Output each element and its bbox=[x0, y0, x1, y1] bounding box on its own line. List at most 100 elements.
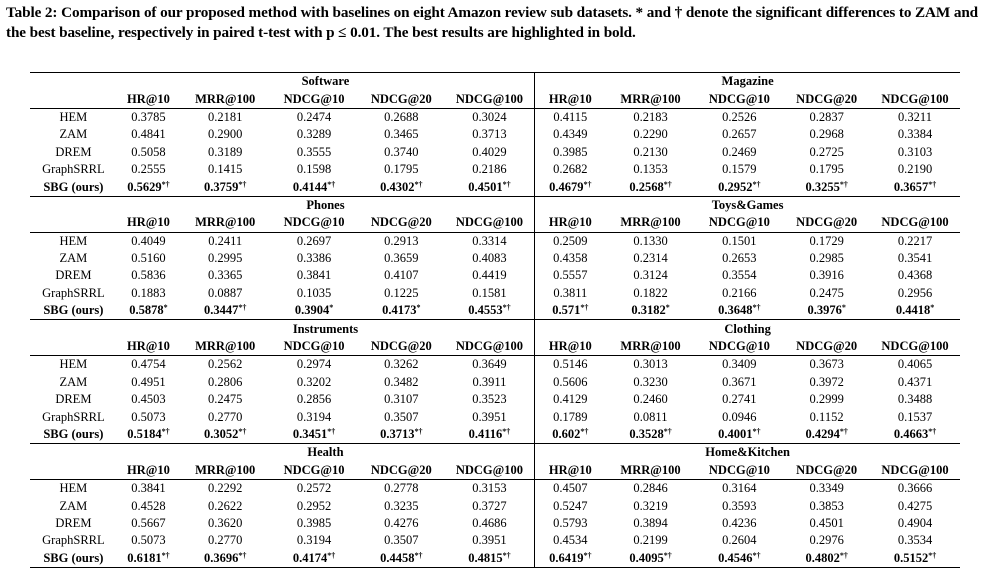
metric-value: 0.3024 bbox=[445, 108, 535, 126]
metric-value: 0.4302*† bbox=[358, 178, 445, 196]
significance-mark: *† bbox=[580, 427, 589, 436]
significance-mark: *† bbox=[752, 179, 761, 189]
value-text: 0.4503 bbox=[131, 392, 166, 407]
value-text: 0.602 bbox=[552, 427, 581, 441]
metric-header: NDCG@10 bbox=[270, 461, 358, 480]
value-text: 0.4553 bbox=[468, 303, 503, 318]
significance-mark: *† bbox=[414, 427, 423, 436]
table-row: HEM 0.3785 0.2181 0.2474 0.2688 0.3024 0.4115 0… bbox=[30, 108, 960, 127]
metric-value: 0.1353 bbox=[606, 161, 696, 178]
metric-value: 0.1579 bbox=[695, 161, 783, 178]
significance-mark: * bbox=[416, 303, 421, 313]
metric-value: 0.3740 bbox=[358, 144, 445, 161]
value-text: 0.3488 bbox=[897, 392, 933, 407]
value-text: 0.5073 bbox=[131, 409, 166, 424]
metric-header: NDCG@10 bbox=[270, 90, 358, 109]
metric-value: 0.1330 bbox=[606, 232, 696, 250]
value-text: 0.3894 bbox=[633, 515, 668, 530]
metric-value: 0.4358 bbox=[534, 249, 606, 268]
value-text: 0.2952 bbox=[296, 498, 332, 513]
metric-value: 0.4501 bbox=[783, 515, 870, 532]
significance-mark: *† bbox=[839, 427, 848, 436]
metric-value: 0.5058 bbox=[117, 144, 180, 161]
value-text: 0.3951 bbox=[472, 533, 507, 548]
metric-value: 0.4503 bbox=[117, 391, 180, 408]
metric-value: 0.4534 bbox=[534, 532, 606, 550]
table-row: SBG (ours) 0.5629*† 0.3759*† 0.4144*† 0.4302… bbox=[30, 178, 960, 197]
metric-value: 0.0946 bbox=[695, 408, 783, 425]
metric-header: NDCG@10 bbox=[695, 214, 784, 233]
value-text: 0.3841 bbox=[296, 268, 332, 283]
metric-value: 0.1795 bbox=[783, 161, 870, 178]
metric-value: 0.2995 bbox=[180, 250, 270, 267]
metric-header: HR@10 bbox=[534, 90, 606, 109]
value-text: 0.5160 bbox=[131, 251, 166, 266]
value-text: 0.3534 bbox=[897, 533, 933, 548]
metric-value: 0.2657 bbox=[695, 126, 783, 143]
metric-value: 0.2475 bbox=[783, 285, 870, 302]
value-text: 0.4174 bbox=[292, 550, 328, 565]
value-text: 0.2290 bbox=[633, 127, 668, 142]
value-text: 0.4507 bbox=[553, 481, 588, 496]
value-text: 0.5146 bbox=[553, 357, 588, 372]
value-text: 0.3189 bbox=[207, 144, 243, 159]
value-text: 0.2900 bbox=[207, 127, 243, 142]
metric-value: 0.4419 bbox=[445, 267, 535, 284]
value-text: 0.2190 bbox=[897, 162, 933, 177]
method-name: HEM bbox=[59, 481, 88, 496]
metric-value: 0.4065 bbox=[870, 356, 960, 374]
value-text: 0.3194 bbox=[296, 533, 332, 548]
significance-mark: *† bbox=[502, 427, 511, 436]
metric-value: 0.3289 bbox=[270, 126, 358, 143]
value-text: 0.2985 bbox=[809, 251, 844, 266]
table-row: ZAM 0.4951 0.2806 0.3202 0.3482 0.3911 0.5606 0… bbox=[30, 373, 960, 392]
value-text: 0.4841 bbox=[131, 127, 166, 142]
metric-value: 0.4107 bbox=[358, 267, 445, 284]
metric-value: 0.5160 bbox=[117, 250, 180, 267]
empty-cell bbox=[30, 337, 117, 357]
value-text: 0.2995 bbox=[207, 251, 243, 266]
metric-value: 0.3182* bbox=[606, 302, 696, 320]
value-text: 0.3593 bbox=[722, 498, 757, 513]
metric-value: 0.2166 bbox=[695, 285, 783, 302]
metric-value: 0.5606 bbox=[534, 373, 606, 392]
method-name: SBG (ours) bbox=[43, 427, 104, 441]
metric-value: 0.2999 bbox=[783, 391, 870, 408]
value-text: 0.4049 bbox=[131, 233, 166, 248]
metric-value: 0.3671 bbox=[695, 374, 783, 391]
value-text: 0.2697 bbox=[296, 233, 332, 248]
metric-value: 0.6419*† bbox=[534, 549, 606, 568]
metric-value: 0.3534 bbox=[870, 532, 960, 549]
metric-value: 0.4815*† bbox=[444, 549, 535, 568]
empty-cell bbox=[30, 195, 117, 215]
value-text: 0.3409 bbox=[722, 357, 757, 372]
method-name: DREM bbox=[55, 515, 92, 530]
metric-value: 0.4129 bbox=[534, 391, 606, 409]
metric-value: 0.571*† bbox=[534, 302, 606, 320]
metric-value: 0.3124 bbox=[606, 267, 696, 284]
value-text: 0.0946 bbox=[722, 409, 757, 424]
metric-value: 0.1795 bbox=[358, 161, 445, 178]
significance-mark: *† bbox=[161, 427, 170, 436]
value-text: 0.2186 bbox=[472, 162, 507, 177]
value-text: 0.2526 bbox=[722, 109, 757, 124]
value-text: 0.1822 bbox=[633, 285, 668, 300]
metric-value: 0.4174*† bbox=[270, 549, 358, 568]
metric-value: 0.2474 bbox=[270, 108, 358, 126]
metric-value: 0.2976 bbox=[783, 532, 870, 549]
value-text: 0.0811 bbox=[633, 409, 668, 424]
value-text: 0.2974 bbox=[296, 357, 332, 372]
metric-value: 0.2475 bbox=[180, 391, 270, 408]
metric-value: 0.4951 bbox=[117, 374, 180, 391]
method-name: SBG (ours) bbox=[43, 179, 104, 194]
metric-value: 0.3904* bbox=[270, 302, 358, 320]
metric-value: 0.3713*† bbox=[358, 426, 445, 444]
metric-value: 0.3052*† bbox=[180, 426, 270, 444]
significance-mark: *† bbox=[839, 550, 848, 560]
method-name: DREM bbox=[55, 392, 92, 407]
empty-cell bbox=[30, 319, 117, 338]
metric-value: 0.2653 bbox=[695, 250, 783, 267]
significance-mark: *† bbox=[502, 550, 511, 560]
significance-mark: *† bbox=[238, 179, 247, 189]
table-row: DREM 0.4503 0.2475 0.2856 0.3107 0.3523 0.4129… bbox=[30, 391, 960, 409]
